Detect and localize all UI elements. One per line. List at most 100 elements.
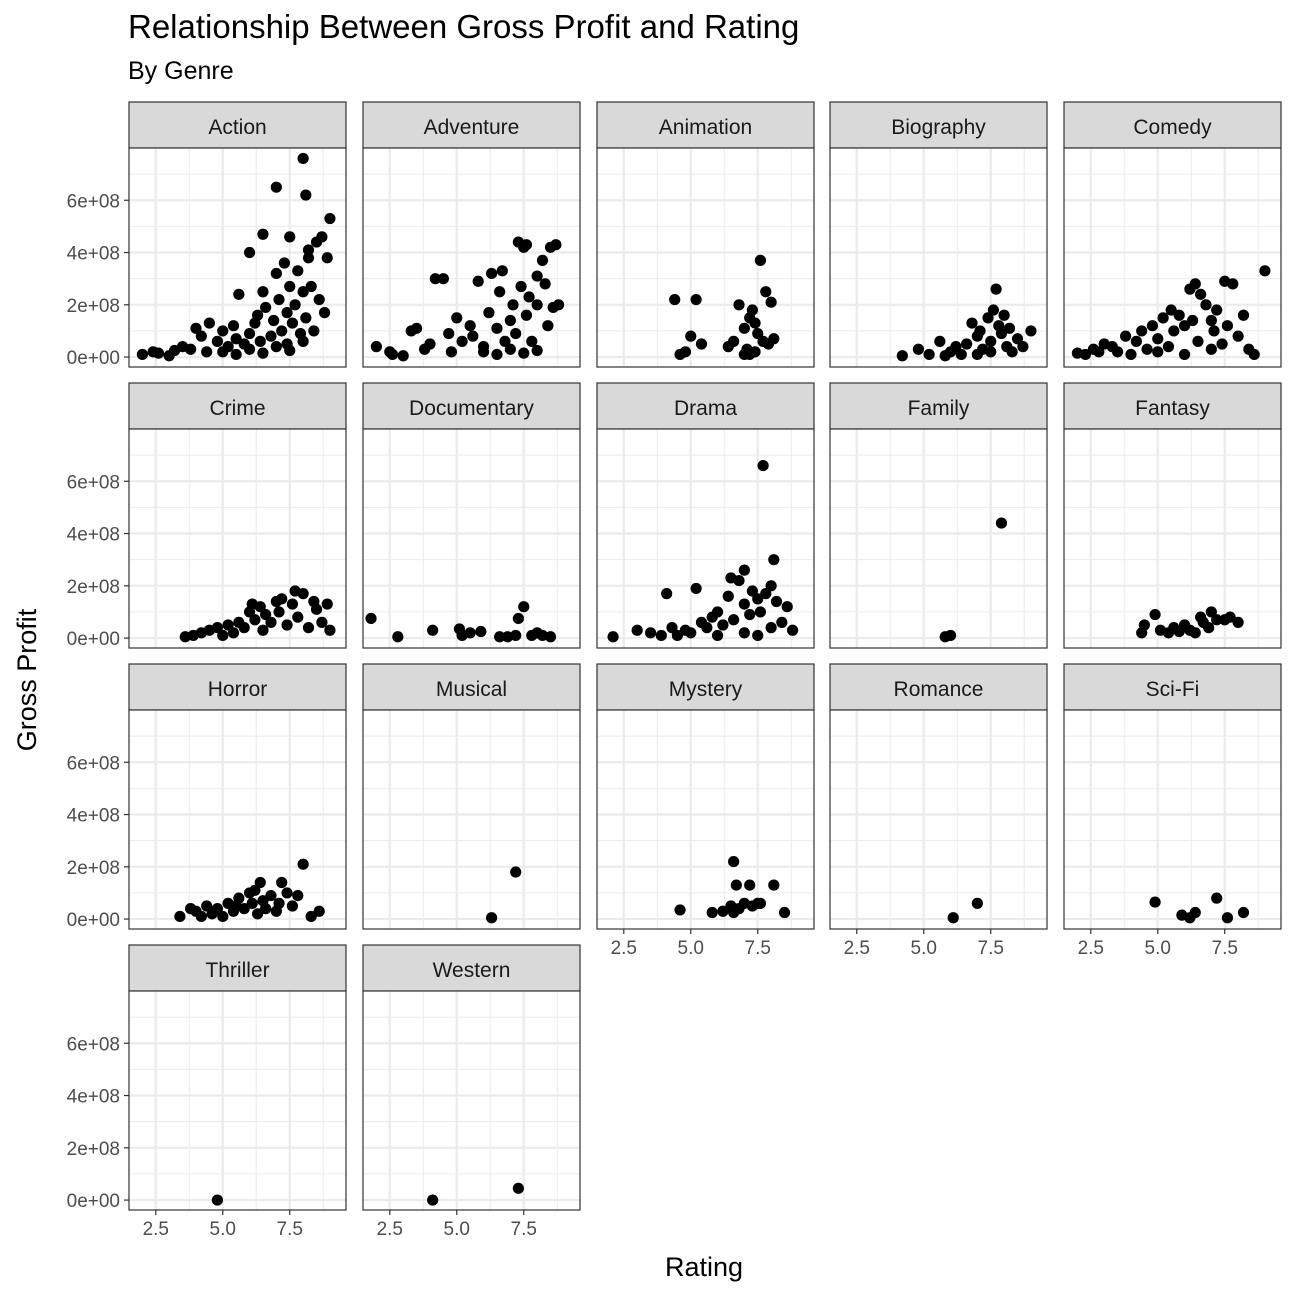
data-point (297, 286, 309, 298)
panel-border (829, 709, 1048, 930)
data-point (679, 346, 692, 358)
facet-strip (362, 944, 581, 992)
data-point (305, 280, 317, 293)
data-point (738, 598, 750, 610)
data-point (706, 906, 718, 919)
y-tick-label: 0e+00 (67, 629, 120, 650)
facet-strip-label: Drama (674, 397, 737, 420)
data-point (270, 267, 282, 280)
data-point (292, 889, 304, 902)
panel-background (129, 429, 346, 648)
data-point (494, 286, 506, 298)
data-point (1149, 896, 1161, 908)
facet-strip-label: Mystery (669, 678, 743, 701)
data-point (467, 330, 479, 342)
data-point (185, 343, 197, 355)
data-point (520, 309, 533, 321)
data-point (260, 903, 272, 915)
data-point (1237, 309, 1250, 321)
data-point (365, 612, 377, 625)
facet-fantasy: Fantasy (1063, 382, 1282, 649)
data-point (227, 320, 240, 332)
data-point (728, 855, 740, 868)
panel-background (1064, 710, 1281, 929)
facet-western: Western 2.5 5.0 7.5 (362, 944, 581, 1240)
data-point (1025, 325, 1037, 337)
x-tick-label: 5.0 (210, 1219, 236, 1240)
facet-strip-label: Horror (208, 678, 268, 701)
data-point (485, 912, 498, 924)
panel-background (830, 429, 1047, 648)
facet-strip-label: Family (908, 397, 970, 420)
data-point (392, 631, 404, 643)
facet-adventure: Adventure (362, 101, 581, 368)
data-point (424, 338, 436, 350)
data-point (1152, 346, 1164, 358)
data-point (1120, 330, 1132, 342)
data-point (531, 344, 543, 357)
data-point (995, 517, 1008, 529)
x-tick-label: 2.5 (611, 938, 637, 959)
data-point (974, 325, 986, 337)
x-tick-label: 5.0 (911, 938, 937, 959)
facet-crime: Crime 0e+00 2e+08 4e+08 6e+08 (67, 382, 347, 650)
data-point (531, 270, 543, 282)
panel-border (829, 428, 1048, 649)
y-axis-label: Gross Profit (12, 608, 42, 751)
x-tick-label: 5.0 (1145, 938, 1171, 959)
data-point (300, 312, 312, 324)
data-point (733, 574, 745, 587)
data-point (1152, 333, 1164, 345)
data-point (985, 335, 997, 347)
data-point (781, 601, 793, 613)
data-point (475, 625, 487, 638)
data-point (607, 631, 619, 643)
data-point (217, 346, 229, 358)
data-point (313, 293, 325, 306)
facet-strip (596, 101, 815, 149)
y-tick-label: 6e+08 (67, 753, 120, 774)
data-point (1221, 320, 1234, 332)
panel-border (128, 147, 347, 368)
facet-panels: Action 0e+00 2e+08 4e+08 6e+08 Adventure Anima… (67, 101, 1282, 1240)
data-point (292, 611, 304, 623)
x-tick-label: 2.5 (377, 1219, 403, 1240)
data-point (445, 346, 458, 358)
x-tick-label: 5.0 (444, 1219, 470, 1240)
panel-border (362, 709, 581, 930)
data-point (1136, 325, 1148, 337)
panel-border (829, 147, 1048, 368)
panel-border (1063, 147, 1282, 368)
data-point (302, 252, 315, 264)
data-point (257, 347, 269, 359)
facet-documentary: Documentary (362, 382, 581, 649)
data-point (1111, 346, 1124, 358)
data-point (728, 614, 740, 626)
data-point (912, 343, 925, 355)
data-point (310, 603, 323, 615)
facet-action: Action 0e+00 2e+08 4e+08 6e+08 (67, 101, 347, 369)
data-point (1130, 335, 1142, 347)
y-tick-label: 0e+00 (67, 1191, 120, 1212)
y-tick-label: 6e+08 (67, 191, 120, 212)
data-point (227, 627, 240, 639)
panel-background (363, 710, 580, 929)
panel-border (596, 709, 815, 930)
data-point (1211, 892, 1223, 904)
data-point (233, 288, 245, 300)
data-point (1157, 312, 1169, 324)
panel-border (1063, 428, 1282, 649)
facet-animation: Animation (596, 101, 815, 368)
data-point (203, 317, 215, 329)
x-tick-label: 7.5 (745, 938, 771, 959)
data-point (776, 616, 788, 628)
data-point (685, 330, 697, 342)
data-point (987, 304, 1000, 316)
data-point (1200, 299, 1212, 311)
data-point (254, 601, 266, 613)
data-point (443, 327, 455, 340)
facet-family: Family (829, 382, 1048, 649)
data-point (1216, 338, 1228, 350)
data-point (754, 606, 767, 618)
data-point (1149, 608, 1161, 621)
